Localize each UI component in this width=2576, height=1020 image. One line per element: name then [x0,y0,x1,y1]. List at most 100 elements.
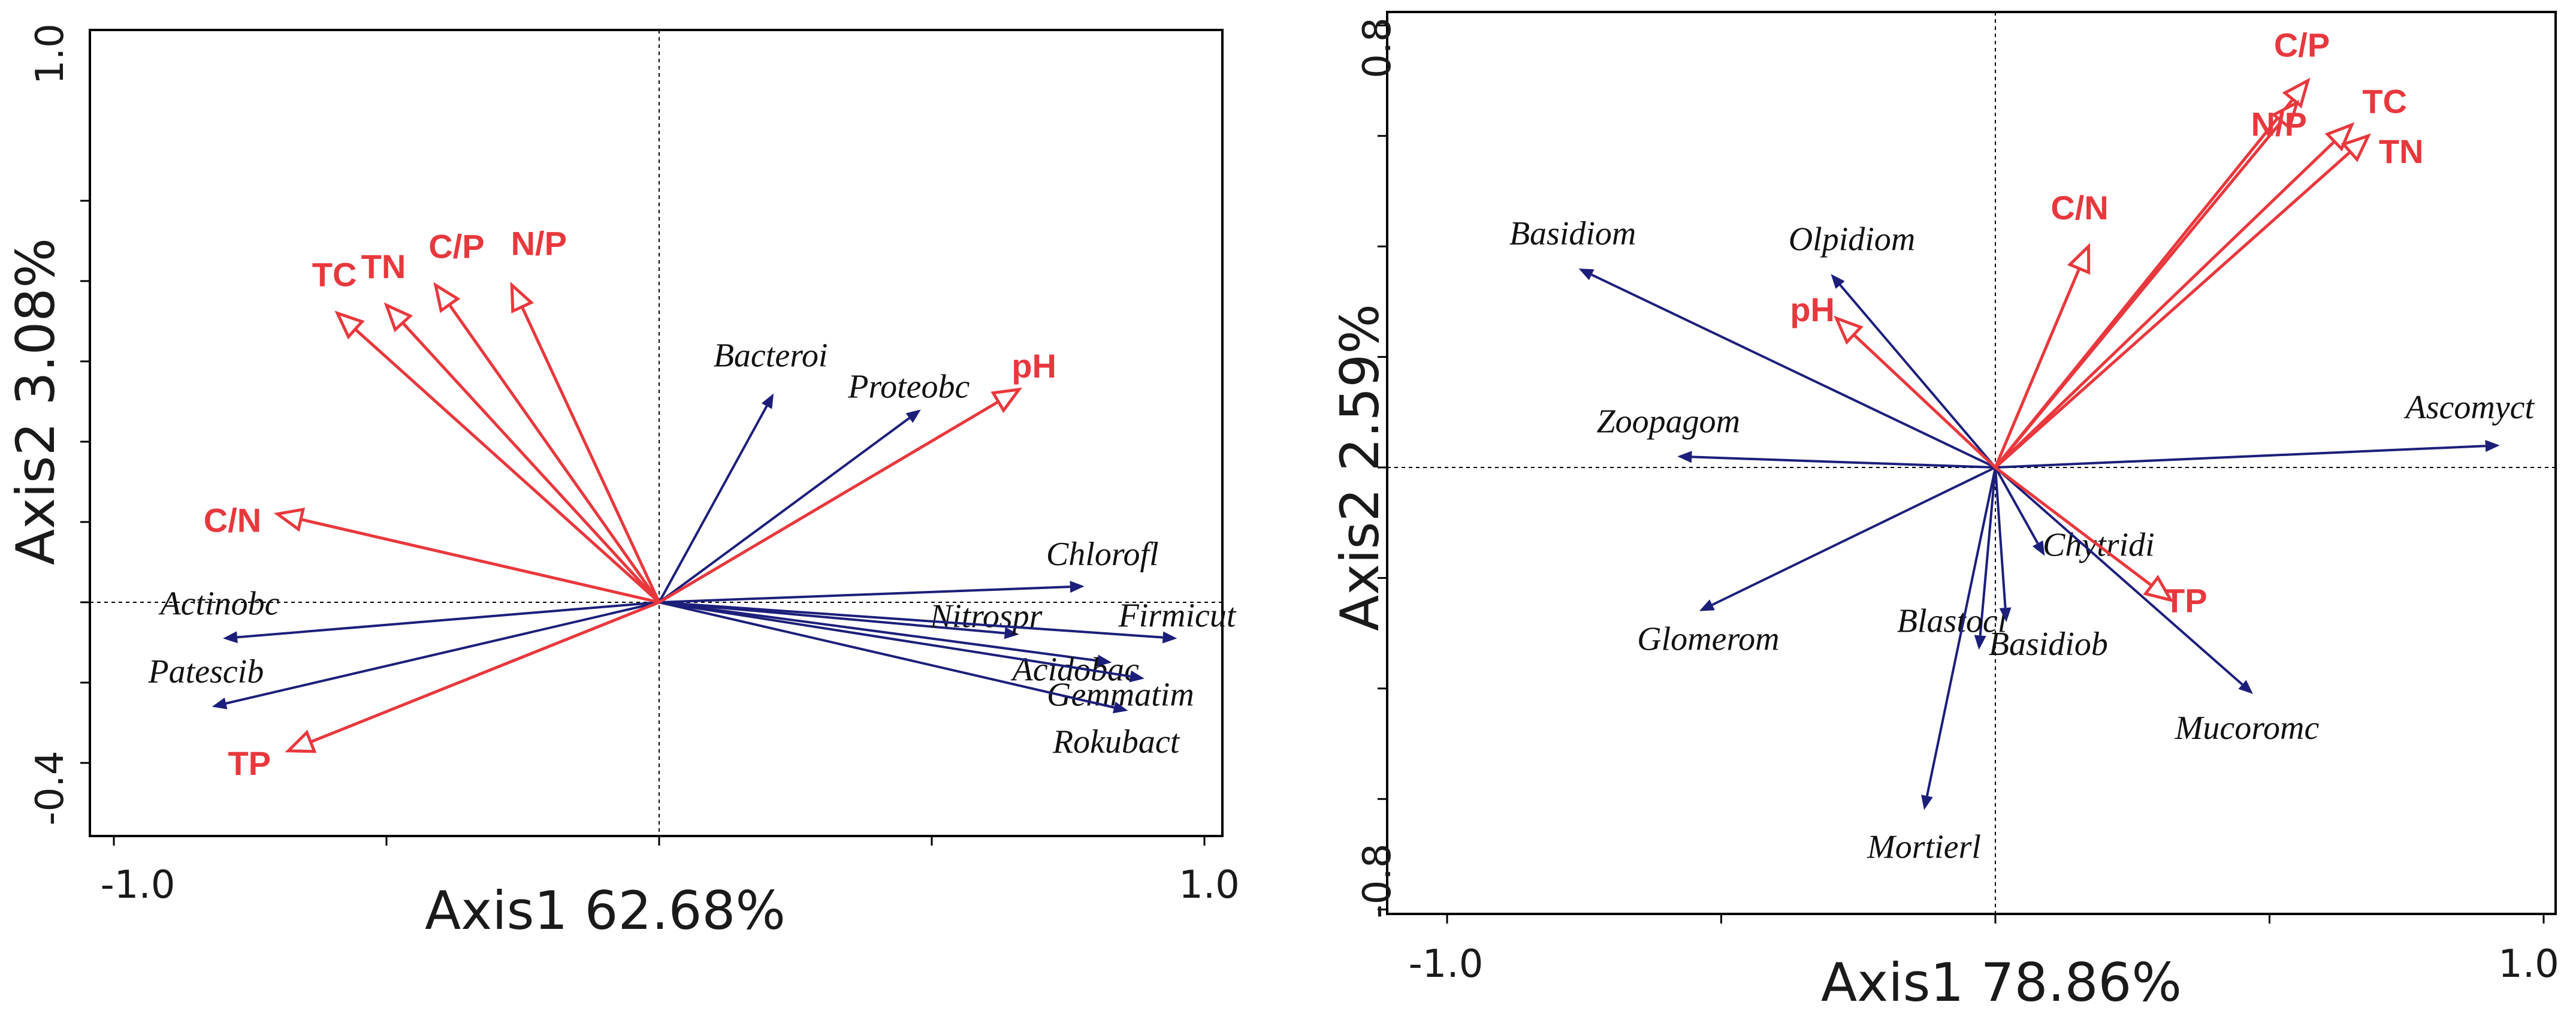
species-vector-zoopagom [1692,455,1996,469]
species-arrowhead-proteobc [905,409,921,423]
species-label-actinobc: Actinobc [158,585,279,622]
species-arrowhead-mortierl [1921,795,1933,810]
right-x-axis-title: Axis1 78.86% [1821,952,2182,1013]
env-label-c-n: C/N [204,502,261,539]
species-arrowhead-zoopagom [1677,451,1692,463]
env-label-tn: TN [2379,132,2424,170]
env-arrowhead-c-n [2067,243,2091,275]
species-vector-blastocl [1979,467,1997,636]
left-x-ticks [113,836,1206,846]
env-arrowhead-tc [334,310,365,340]
species-vector-proteobc [658,417,910,603]
env-vector-c-p [448,303,661,603]
env-arrowhead-c-p [2282,77,2311,108]
env-vector-c-n [300,518,660,604]
species-label-glomerom: Glomerom [1637,621,1779,658]
env-vector-tn [401,321,660,603]
species-arrowhead-rokubact [1112,701,1128,714]
species-label-chlorofl: Chlorofl [1046,536,1159,573]
species-label-basidiom: Basidiom [1509,215,1636,252]
species-arrowhead-patescib [212,698,228,710]
env-vector-tp [1994,466,2153,587]
env-arrowhead-tp [2143,575,2174,603]
species-label-blastocl: Blastocl [1897,602,2007,639]
env-label-tp: TP [228,744,271,782]
species-arrowhead-acidobac [1097,654,1112,667]
left-biplot-panel: -1.0 1.0 1.0 -0.4 Axis1 62.68% Axis2 3.0… [5,23,1240,941]
species-label-proteobc: Proteobc [847,368,970,405]
env-label-ph: pH [1790,291,1835,328]
species-arrowhead-chlorofl [1070,581,1085,593]
species-label-zoopagom: Zoopagom [1597,403,1741,440]
env-vector-tn [1994,150,2351,469]
env-vector-ph [1853,333,1997,469]
left-x-tick-max: 1.0 [1179,863,1240,907]
right-x-ticks [1446,914,2545,924]
env-vector-ph [658,400,999,604]
left-y-ticks [80,200,90,764]
right-species-vectors: BasidiomOlpidiomZoopagomAscomyctChytridi… [1509,215,2535,866]
env-label-n-p: N/P [511,225,567,262]
species-label-rokubact: Rokubact [1052,723,1180,761]
species-arrowhead-mucoromc [2238,680,2254,695]
env-label-c-p: C/P [428,228,484,265]
env-arrowhead-n-p [2271,99,2300,131]
species-label-mortierl: Mortierl [1867,829,1981,866]
species-arrowhead-chytridi [2032,540,2045,556]
species-arrowhead-glomerom [1699,599,1715,611]
env-label-n-p: N/P [2251,105,2307,143]
species-vector-basidiob [1994,467,2007,608]
species-vector-firmicut [659,601,1163,639]
species-vector-gemmatim [659,601,1131,678]
species-label-basidiob: Basidiob [1989,626,2108,663]
species-arrowhead-firmicut [1162,631,1177,644]
right-y-axis-title: Axis2 2.59% [1329,304,1391,631]
env-vector-n-p [1994,120,2283,469]
species-vector-rokubact [659,601,1115,709]
right-x-tick-min: -1.0 [1409,942,1484,986]
env-label-c-n: C/N [2050,189,2108,227]
species-vector-olpidiom [1839,284,1997,469]
species-label-acidobac: Acidobac [1010,651,1140,689]
env-arrowhead-c-n [273,507,306,532]
species-vector-mortierl [1925,467,1997,796]
species-vector-patescib [225,601,660,705]
species-arrowhead-gemmatim [1129,670,1144,683]
env-vector-tc [354,328,660,603]
species-vector-chlorofl [659,586,1070,603]
left-y-axis-title: Axis2 3.08% [5,238,67,565]
species-arrowhead-ascomyct [2485,440,2500,452]
env-label-c-p: C/P [2274,26,2330,64]
env-arrowhead-tn [383,302,413,333]
env-label-tn: TN [361,248,406,285]
species-label-patescib: Patescib [147,653,264,690]
species-label-mucoromc: Mucoromc [2175,710,2320,747]
env-arrowhead-n-p [510,281,534,313]
left-x-axis-title: Axis1 62.68% [425,880,786,941]
species-arrowhead-bacteroi [761,393,774,409]
left-x-tick-min: -1.0 [101,863,176,907]
species-arrowhead-blastocl [1974,635,1986,650]
env-label-tc: TC [2362,82,2407,120]
env-arrowhead-ph [990,387,1023,414]
species-vector-mucoromc [1994,466,2243,686]
species-arrowhead-olpidiom [1831,274,1845,289]
species-vector-ascomyct [1995,445,2486,469]
species-label-firmicut: Firmicut [1118,597,1237,634]
species-vector-chytridi [1994,467,2039,544]
species-vector-glomerom [1711,466,1996,606]
env-vector-tc [1994,140,2336,469]
right-plot-frame [1386,11,2557,915]
species-arrowhead-basidiom [1578,268,1594,280]
species-label-nitrospr: Nitrospr [929,598,1043,635]
env-vector-c-n [1994,268,2081,468]
env-arrowhead-ph [1833,315,1864,345]
left-environment-vectors: TC TN C/P N/P pH C/N TP [204,225,1056,782]
species-label-olpidiom: Olpidiom [1789,221,1916,258]
species-vector-actinobc [237,601,660,639]
left-y-tick-max: 1.0 [28,23,73,85]
species-vector-basidiom [1591,273,1996,469]
env-vector-n-p [520,306,661,603]
